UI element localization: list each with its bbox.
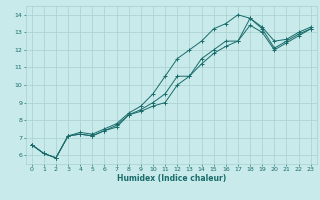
X-axis label: Humidex (Indice chaleur): Humidex (Indice chaleur) [116, 174, 226, 183]
